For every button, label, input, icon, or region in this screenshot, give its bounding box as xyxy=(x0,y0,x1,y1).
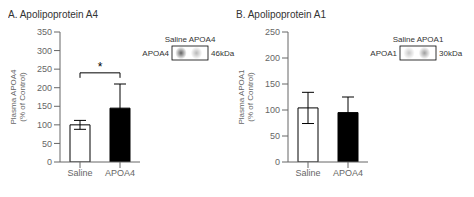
svg-text:50: 50 xyxy=(270,131,280,141)
svg-text:300: 300 xyxy=(37,46,52,56)
svg-text:Plasma APOA1(% of Control): Plasma APOA1(% of Control) xyxy=(237,69,255,125)
svg-text:0: 0 xyxy=(47,157,52,167)
svg-text:Saline: Saline xyxy=(295,168,320,178)
svg-text:Saline APOA4: Saline APOA4 xyxy=(165,35,216,44)
svg-text:*: * xyxy=(98,60,103,74)
svg-text:0: 0 xyxy=(275,157,280,167)
svg-text:50: 50 xyxy=(42,139,52,149)
svg-text:Saline: Saline xyxy=(67,168,92,178)
svg-text:APOA4: APOA4 xyxy=(142,49,169,58)
svg-text:30kDa: 30kDa xyxy=(439,49,463,58)
svg-text:250: 250 xyxy=(265,27,280,37)
html-text:B. Apolipoprotein A1: B. Apolipoprotein A1 xyxy=(236,9,327,20)
svg-text:150: 150 xyxy=(37,101,52,111)
svg-text:150: 150 xyxy=(265,79,280,89)
svg-text:250: 250 xyxy=(37,64,52,74)
svg-text:Plasma APOA4(% of Control): Plasma APOA4(% of Control) xyxy=(9,69,27,125)
svg-text:APOA4: APOA4 xyxy=(105,168,135,178)
svg-text:200: 200 xyxy=(265,53,280,63)
html-text:A. Apolipoprotein A4: A. Apolipoprotein A4 xyxy=(8,9,99,20)
svg-text:APOA4: APOA4 xyxy=(333,168,363,178)
svg-text:200: 200 xyxy=(37,83,52,93)
svg-text:46kDa: 46kDa xyxy=(211,49,235,58)
svg-text:100: 100 xyxy=(265,105,280,115)
svg-text:Saline APOA1: Saline APOA1 xyxy=(393,35,444,44)
svg-text:APOA1: APOA1 xyxy=(370,49,397,58)
svg-text:350: 350 xyxy=(37,27,52,37)
svg-text:100: 100 xyxy=(37,120,52,130)
